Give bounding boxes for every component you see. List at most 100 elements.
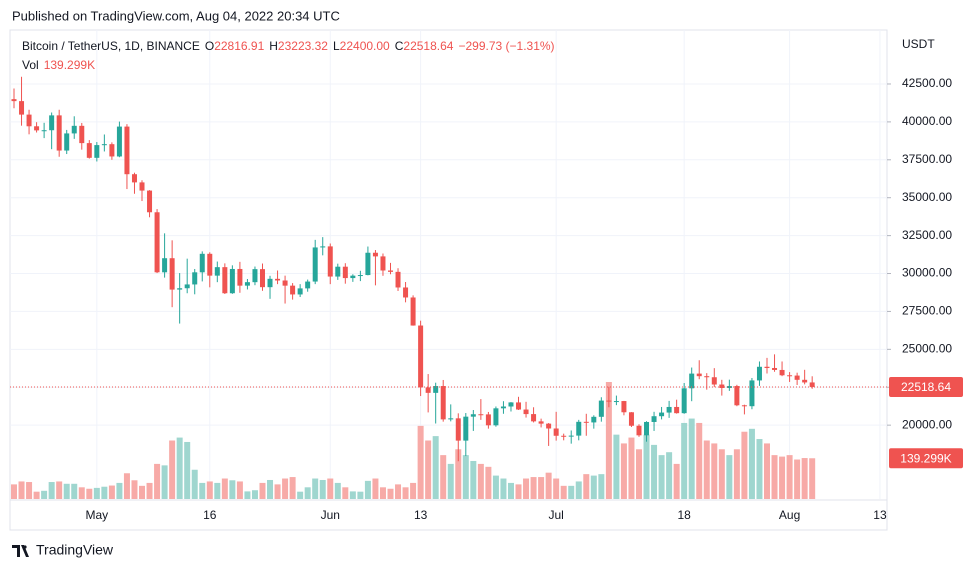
legend-key: Vol: [22, 58, 39, 72]
candle-body: [169, 258, 175, 290]
volume-bar: [304, 487, 311, 499]
volume-bar: [440, 455, 447, 499]
candle-body: [320, 246, 326, 248]
volume-bar: [718, 449, 725, 499]
candle-body: [561, 435, 567, 437]
candle-body: [342, 266, 348, 279]
volume-bar: [327, 478, 334, 499]
volume-bar: [274, 484, 281, 499]
candle-body: [628, 412, 634, 426]
volume-bar: [63, 483, 70, 499]
volume-legend: Vol 139.299K: [22, 58, 95, 72]
candle-body: [455, 418, 461, 441]
candle-body: [779, 369, 785, 376]
candle-body: [576, 421, 582, 436]
volume-bar: [590, 475, 597, 499]
candle-body: [433, 386, 439, 393]
volume-bar: [696, 422, 703, 499]
volume-bar: [658, 455, 665, 499]
volume-bar: [221, 478, 228, 499]
candle-body: [388, 270, 393, 272]
volume-bar: [779, 456, 786, 499]
price-tag: [889, 376, 963, 397]
candle-body: [350, 275, 356, 279]
volume-bar: [620, 443, 627, 499]
volume-bar: [395, 484, 402, 499]
candle-body: [636, 425, 642, 436]
volume-bar: [485, 466, 492, 499]
volume-bar: [794, 459, 801, 499]
candle-body: [764, 366, 770, 368]
candle-body: [418, 325, 424, 388]
candle-body: [704, 376, 710, 378]
volume-bar: [101, 486, 108, 499]
volume-bar: [191, 469, 198, 499]
volume-bar: [786, 455, 793, 499]
x-tick-label: May: [85, 508, 108, 522]
candle-body: [478, 414, 484, 416]
volume-bar: [560, 485, 567, 499]
legend-value: 22816.91: [214, 39, 264, 53]
legend-key: C: [395, 39, 404, 53]
volume-bar: [470, 460, 477, 499]
candle-body: [147, 190, 153, 213]
y-tick-label: 25000.00: [902, 342, 952, 356]
candle-body: [252, 269, 258, 283]
volume-bar: [613, 434, 620, 499]
candle-body: [259, 269, 265, 288]
volume-bar: [764, 443, 770, 499]
candle-body: [184, 284, 190, 289]
y-tick-label: 32500.00: [902, 228, 952, 242]
y-tick-label: 42500.00: [902, 76, 952, 90]
candle-body: [154, 212, 160, 273]
candle-body: [741, 405, 747, 407]
legend-key: L: [333, 39, 340, 53]
candle-body: [538, 421, 544, 424]
candle-body: [290, 285, 296, 295]
candle-body: [500, 406, 506, 409]
candle-body: [79, 125, 85, 144]
x-tick-label: 13: [873, 508, 887, 522]
candle-body: [49, 115, 55, 131]
volume-bar: [462, 455, 469, 499]
candle-body: [56, 115, 62, 151]
candle-body: [756, 366, 762, 381]
candle-body: [124, 126, 130, 175]
candle-body: [335, 266, 341, 277]
candle-body: [613, 401, 619, 403]
volume-bar: [809, 458, 816, 499]
candle-body: [41, 130, 47, 132]
volume-bar: [364, 480, 371, 499]
candle-body: [372, 252, 378, 257]
candle-body: [794, 375, 800, 380]
volume-layer: [11, 382, 816, 499]
volume-bar: [244, 491, 251, 499]
volume-bar: [229, 480, 236, 499]
volume-bar: [372, 478, 379, 499]
candle-body: [425, 387, 431, 393]
volume-bar: [733, 449, 740, 499]
candle-body: [131, 174, 137, 183]
volume-bar: [425, 440, 432, 499]
volume-bar: [154, 463, 161, 499]
volume-bar: [666, 452, 673, 499]
volume-bar: [93, 487, 100, 499]
volume-bar: [379, 487, 386, 499]
volume-bar: [116, 482, 123, 499]
volume-bar: [507, 482, 514, 499]
candle-body: [516, 402, 522, 410]
candle-body: [621, 401, 627, 413]
candle-body: [787, 375, 793, 377]
legend-value: 139.299K: [44, 58, 95, 72]
volume-bar: [161, 465, 168, 499]
volume-bar: [500, 478, 507, 499]
volume-bar: [199, 482, 206, 499]
volume-bar: [432, 436, 439, 499]
x-tick-label: Jul: [548, 508, 563, 522]
volume-bar: [771, 455, 778, 499]
candle-body: [86, 143, 92, 158]
legend-key: H: [269, 39, 278, 53]
x-tick-label: 18: [677, 508, 691, 522]
candle-body: [11, 99, 17, 102]
candle-body: [162, 258, 168, 273]
